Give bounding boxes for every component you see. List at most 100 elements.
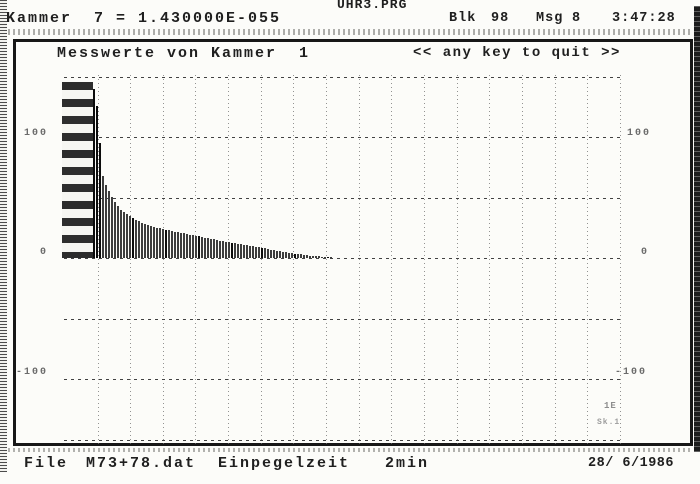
histogram-bar [327, 257, 329, 258]
histogram-bar [117, 206, 119, 258]
histogram-bar [255, 247, 257, 258]
histogram-bar [177, 232, 179, 258]
histogram-bar [132, 218, 134, 258]
y-label-left-100: 100 [23, 128, 48, 139]
histogram-bar [186, 234, 188, 258]
msg-label: Msg [536, 11, 564, 26]
chart-frame [13, 39, 693, 446]
histogram-bar [249, 246, 251, 258]
histogram-bar [204, 238, 206, 258]
y-label-right-100: 100 [627, 128, 652, 139]
histogram-bar [237, 244, 239, 258]
screen-right-edge-texture [694, 6, 700, 452]
horizontal-gridline-50 [64, 198, 620, 199]
histogram-bar [105, 185, 107, 258]
histogram-bar [201, 237, 203, 258]
histogram-bar [258, 247, 260, 258]
histogram-bar [303, 255, 305, 258]
histogram-bar [309, 256, 311, 258]
histogram-bar [102, 176, 104, 258]
histogram-bar [111, 197, 113, 258]
level-time-value: 2min [385, 455, 430, 472]
histogram-bar [174, 232, 176, 258]
horizontal-gridline--100 [64, 379, 620, 380]
histogram-bar [99, 143, 101, 258]
histogram-bar [147, 225, 149, 258]
histogram-bar [165, 230, 167, 258]
horizontal-gridline--150 [64, 440, 620, 441]
file-value: M73+78.dat [86, 455, 197, 472]
histogram-bar [138, 221, 140, 258]
histogram-bar [324, 257, 326, 258]
y-label-right-0: 0 [641, 247, 650, 258]
histogram-bar [270, 250, 272, 258]
clock-readout: 3:47:28 [612, 11, 676, 26]
offscale-striped-bar [62, 82, 93, 258]
histogram-bar [195, 236, 197, 258]
vertical-gridline [620, 73, 621, 444]
y-label-left-0: 0 [39, 247, 48, 258]
histogram-bar [315, 256, 317, 258]
quit-hint: << any key to quit >> [413, 45, 621, 61]
horizontal-gridline--50 [64, 319, 620, 320]
histogram-bar [297, 254, 299, 258]
histogram-bar [228, 242, 230, 258]
chart-title: Messwerte von Kammer 1 [57, 45, 311, 62]
histogram-bar [318, 256, 320, 258]
histogram-bar [225, 242, 227, 258]
histogram-bar [183, 233, 185, 258]
screen-left-edge-texture [0, 0, 7, 472]
horizontal-gridline-0 [64, 258, 620, 259]
histogram-bar [231, 243, 233, 258]
histogram-bar [171, 231, 173, 258]
horizontal-gridline-100 [64, 137, 620, 138]
histogram-bar [321, 257, 323, 258]
histogram-bar [252, 246, 254, 258]
histogram-bar [294, 254, 296, 258]
top-divider-texture [8, 29, 692, 35]
histogram-bar [198, 236, 200, 258]
y-label-left-neg100: -100 [15, 367, 48, 378]
histogram-bar [144, 224, 146, 258]
program-name: UHR3.PRG [337, 0, 408, 12]
corner-note-bottom: Sk.1 [597, 418, 621, 427]
histogram-bar [261, 248, 263, 258]
histogram-bar [192, 235, 194, 258]
histogram-bar [153, 227, 155, 258]
blk-value: 98 [491, 11, 510, 26]
histogram-bar [234, 243, 236, 258]
histogram-bar [213, 239, 215, 258]
histogram-bar [300, 254, 302, 258]
histogram-bar [216, 240, 218, 258]
histogram-bar [114, 202, 116, 258]
histogram-bar [96, 106, 98, 258]
bottom-divider-texture [8, 448, 692, 452]
histogram-bar [276, 251, 278, 258]
histogram-bar [288, 253, 290, 258]
histogram-bar [267, 249, 269, 258]
histogram-bar [93, 89, 95, 258]
histogram-bar [129, 216, 131, 258]
histogram-bar [285, 252, 287, 258]
histogram-bar [150, 226, 152, 258]
kammer-readout: Kammer 7 = 1.430000E-055 [6, 10, 282, 27]
histogram-bar [123, 212, 125, 258]
horizontal-gridline-150 [64, 77, 620, 78]
histogram-bar [159, 228, 161, 258]
histogram-bar [207, 238, 209, 258]
histogram-bar [264, 248, 266, 258]
histogram-bar [240, 244, 242, 258]
histogram-bar [210, 239, 212, 258]
date-readout: 28/ 6/1986 [588, 456, 675, 471]
histogram-bar [330, 257, 332, 258]
histogram-bar [180, 233, 182, 258]
histogram-bar [156, 228, 158, 258]
blk-label: Blk [449, 11, 477, 26]
histogram-bar [291, 253, 293, 258]
histogram-bar [279, 251, 281, 258]
level-time-label: Einpegelzeit [218, 455, 351, 472]
histogram-bar [135, 220, 137, 258]
histogram-bar [189, 235, 191, 258]
